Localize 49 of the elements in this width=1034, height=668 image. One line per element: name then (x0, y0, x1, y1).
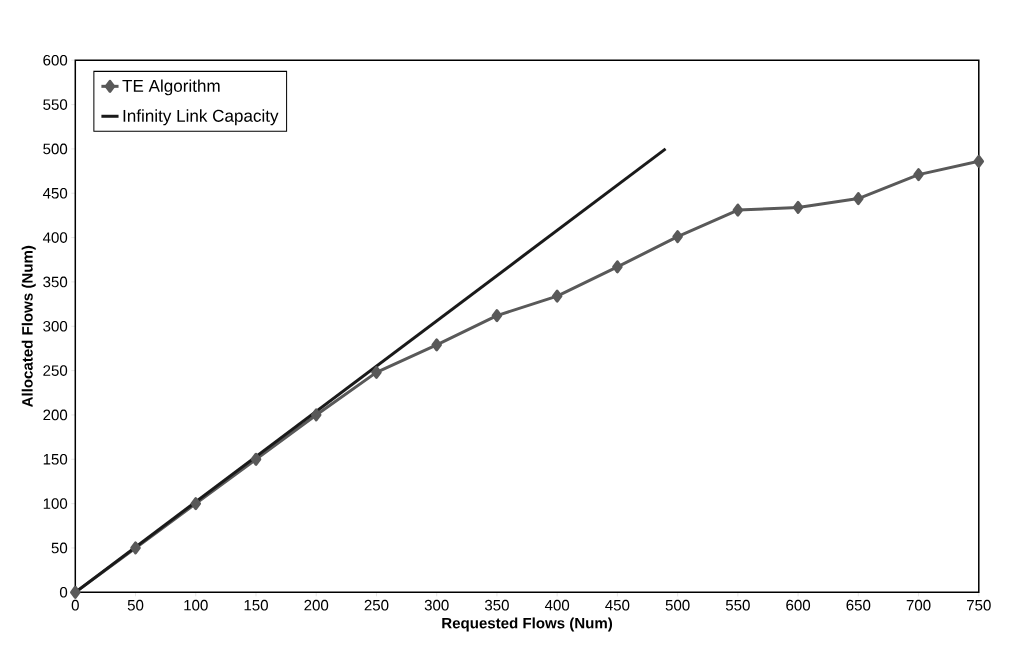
x-tick-label: 600 (786, 600, 811, 611)
x-tick-label: 750 (967, 600, 991, 611)
x-tick-label: 550 (725, 600, 750, 611)
x-tick-label: 700 (906, 600, 931, 611)
point (371, 366, 382, 380)
y-tick-label: 0 (59, 587, 68, 598)
point (612, 260, 623, 274)
point (551, 289, 563, 303)
point (250, 452, 262, 466)
x-tick-label: 300 (424, 600, 449, 611)
point (853, 192, 864, 206)
point (792, 201, 804, 215)
y-tick-label: 100 (43, 498, 68, 510)
x-tick-label: 0 (71, 600, 79, 611)
y-tick-label: 550 (43, 99, 68, 111)
point (431, 338, 442, 352)
point (190, 497, 202, 511)
x-tick-label: 200 (304, 600, 329, 611)
point (310, 408, 322, 422)
y-tick-label: 200 (43, 409, 68, 421)
y-axis-title: Allocated Flows (Num) (21, 246, 36, 408)
x-tick-label: 650 (846, 600, 871, 611)
x-tick-label: 400 (544, 600, 570, 611)
x-tick-label: 450 (605, 600, 630, 611)
y-tick-label: 450 (42, 188, 68, 199)
x-tick-label: 50 (127, 600, 144, 611)
x-tick-label: 500 (665, 600, 690, 611)
point (491, 309, 503, 323)
point (672, 230, 683, 244)
x-tick-label: 150 (244, 600, 268, 611)
x-tick-label: 100 (184, 600, 208, 611)
point (130, 541, 141, 555)
x-axis-title: Requested Flows (Num) (442, 617, 613, 632)
y-tick-label: 150 (43, 454, 68, 465)
y-tick-label: 350 (43, 276, 68, 288)
y-tick-label: 300 (43, 321, 68, 332)
x-tick-label: 250 (364, 600, 389, 611)
legend-label: Infinity Link Capacity (123, 109, 279, 126)
y-tick-label: 250 (43, 365, 68, 377)
y-tick-label: 500 (43, 143, 68, 155)
legend-label: TE Algorithm (122, 79, 220, 96)
y-tick-label: 400 (42, 232, 68, 244)
point (70, 585, 81, 600)
point (913, 168, 924, 182)
point (973, 154, 985, 169)
y-tick-label: 600 (43, 55, 68, 66)
y-tick-label: 50 (51, 542, 68, 554)
point (732, 203, 744, 217)
x-tick-label: 350 (484, 600, 509, 611)
